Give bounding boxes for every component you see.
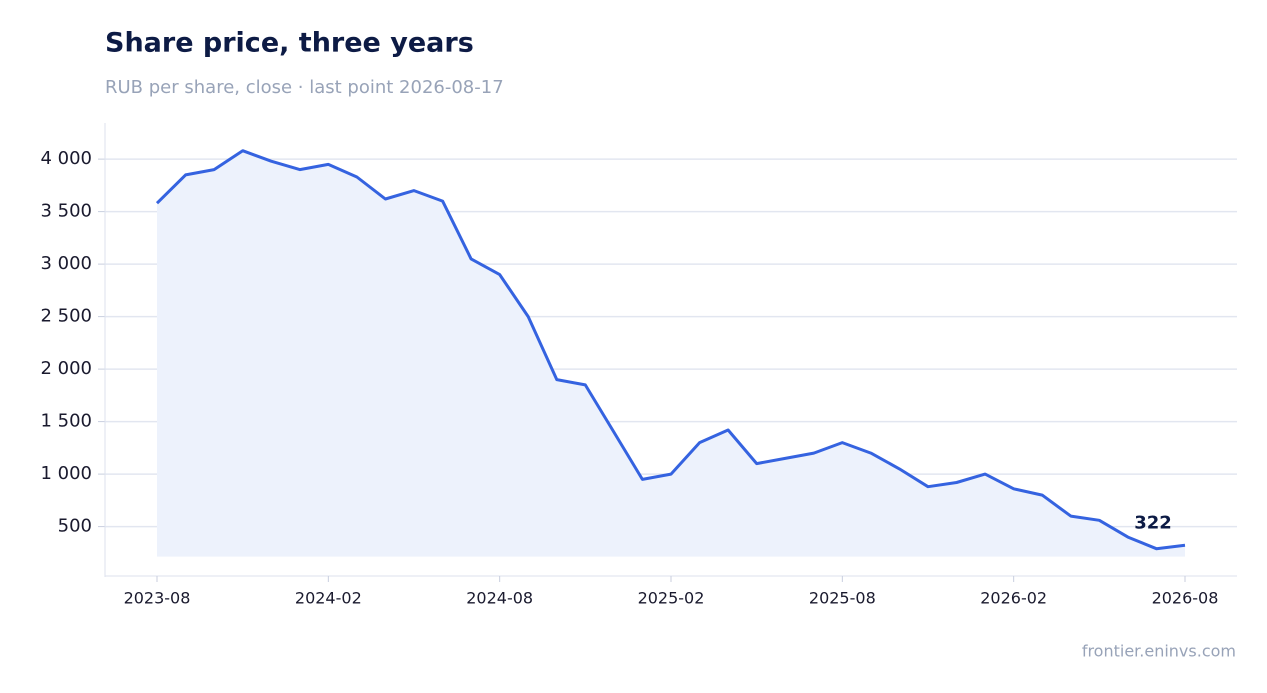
x-tick-label: 2024-02	[295, 589, 362, 608]
y-tick-label: 1 500	[40, 411, 92, 432]
y-tick-label: 3 500	[40, 201, 92, 222]
y-tick-label: 1 000	[40, 463, 92, 484]
x-tick-label: 2024-08	[466, 589, 533, 608]
line	[155, 149, 1186, 551]
x-tick-label: 2026-08	[1152, 589, 1219, 608]
y-tick-label: 4 000	[40, 148, 92, 169]
chart-title: Share price, three years	[105, 28, 474, 59]
x-tick-label: 2025-08	[809, 589, 876, 608]
x-tick-label: 2023-08	[124, 589, 191, 608]
y-tick-label: 2 000	[40, 358, 92, 379]
x-tick-label: 2025-02	[638, 589, 705, 608]
area	[157, 150, 1185, 557]
y-tick-label: 2 500	[40, 306, 92, 327]
last-value-label: 322	[1134, 512, 1172, 533]
y-tick-label: 3 000	[40, 253, 92, 274]
x-tick-label: 2026-02	[980, 589, 1047, 608]
y-tick-label: 500	[58, 516, 92, 537]
source: frontier.eninvs.com	[1082, 642, 1236, 661]
chart-subtitle: RUB per share, close · last point 2026-0…	[105, 77, 504, 98]
